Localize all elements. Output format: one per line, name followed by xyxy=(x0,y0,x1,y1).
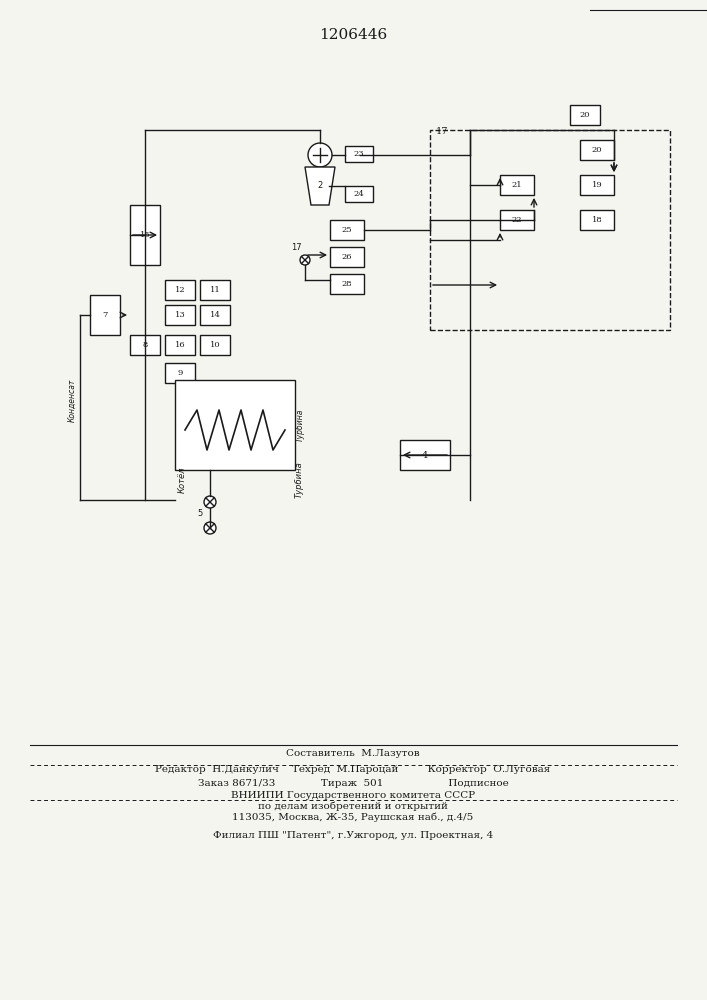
Bar xyxy=(130,335,160,355)
Bar xyxy=(580,140,614,160)
Text: 18: 18 xyxy=(592,216,602,224)
Text: 4: 4 xyxy=(422,450,428,460)
Bar xyxy=(430,130,670,330)
Text: 10: 10 xyxy=(210,341,221,349)
Text: Редактор  Н.Данкулич    Техред  М.Пароцай         Корректор  О.Луговая: Редактор Н.Данкулич Техред М.Пароцай Кор… xyxy=(156,766,551,774)
Text: по делам изобретений и открытий: по делам изобретений и открытий xyxy=(258,801,448,811)
Text: 23: 23 xyxy=(354,150,364,158)
Text: 11: 11 xyxy=(209,286,221,294)
Bar xyxy=(200,305,230,325)
Bar xyxy=(580,210,614,230)
Text: Составитель  М.Лазутов: Составитель М.Лазутов xyxy=(286,748,420,758)
Text: 15: 15 xyxy=(139,231,151,239)
Bar xyxy=(165,335,195,355)
Bar xyxy=(200,280,230,300)
Text: 17: 17 xyxy=(291,243,301,252)
Circle shape xyxy=(204,522,216,534)
Text: ВНИИПИ Государственного комитета СССР: ВНИИПИ Государственного комитета СССР xyxy=(231,790,475,800)
Text: 17: 17 xyxy=(436,127,448,136)
Text: Заказ 8671/33              Тираж  501                    Подписное: Заказ 8671/33 Тираж 501 Подписное xyxy=(198,778,508,788)
Text: 2: 2 xyxy=(317,182,322,190)
Polygon shape xyxy=(305,167,335,205)
Bar xyxy=(330,247,364,267)
Bar xyxy=(500,210,534,230)
Text: 8: 8 xyxy=(142,341,148,349)
Text: 20: 20 xyxy=(580,111,590,119)
Text: 26: 26 xyxy=(341,253,352,261)
Bar xyxy=(330,274,364,294)
Text: 21: 21 xyxy=(512,181,522,189)
Text: 13: 13 xyxy=(175,311,185,319)
Bar xyxy=(345,146,373,162)
Text: Конденсат: Конденсат xyxy=(67,378,76,422)
Text: 24: 24 xyxy=(354,190,364,198)
Text: 14: 14 xyxy=(209,311,221,319)
Text: Турбина: Турбина xyxy=(295,462,304,498)
Text: 113035, Москва, Ж-35, Раушская наб., д.4/5: 113035, Москва, Ж-35, Раушская наб., д.4… xyxy=(233,812,474,822)
Text: 25: 25 xyxy=(341,226,352,234)
Bar xyxy=(400,440,450,470)
Bar xyxy=(130,205,160,265)
Bar xyxy=(90,295,120,335)
Text: 20: 20 xyxy=(592,146,602,154)
Bar xyxy=(165,280,195,300)
Bar xyxy=(580,175,614,195)
Bar xyxy=(330,220,364,240)
Text: 1206446: 1206446 xyxy=(319,28,387,42)
Text: 5: 5 xyxy=(197,508,203,518)
Bar xyxy=(345,186,373,202)
Text: 16: 16 xyxy=(175,341,185,349)
Text: 7: 7 xyxy=(103,311,107,319)
Bar xyxy=(500,175,534,195)
Text: Турбина: Турбина xyxy=(296,408,305,442)
Bar xyxy=(200,335,230,355)
Text: 22: 22 xyxy=(512,216,522,224)
Circle shape xyxy=(204,496,216,508)
Text: Филиал ПШ "Патент", г.Ужгород, ул. Проектная, 4: Филиал ПШ "Патент", г.Ужгород, ул. Проек… xyxy=(213,830,493,840)
Bar xyxy=(175,380,295,470)
Bar xyxy=(165,305,195,325)
Text: 12: 12 xyxy=(175,286,185,294)
Bar xyxy=(165,363,195,383)
Text: 28: 28 xyxy=(341,280,352,288)
Text: Котёл: Котёл xyxy=(178,467,187,493)
Circle shape xyxy=(308,143,332,167)
Text: 9: 9 xyxy=(177,369,182,377)
Text: 19: 19 xyxy=(592,181,602,189)
Bar xyxy=(570,105,600,125)
Circle shape xyxy=(300,255,310,265)
